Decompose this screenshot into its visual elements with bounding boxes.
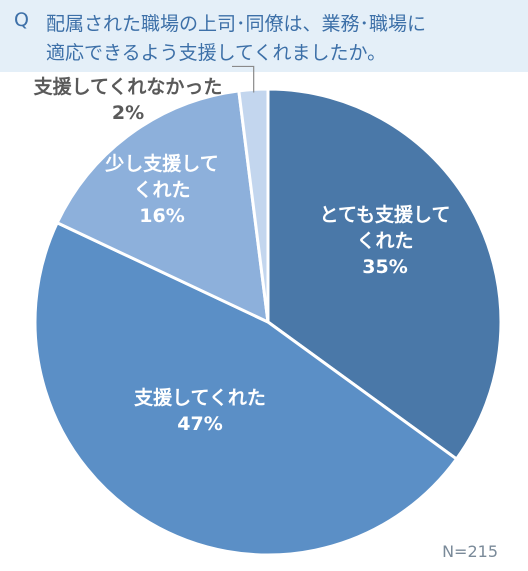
slice-label-line: とても支援して (320, 203, 451, 226)
slice-label-line: 35% (362, 256, 407, 278)
pie-slice-2 (33, 220, 459, 557)
question-text-line-1: 配属された職場の上司･同僚は、業務･職場に (46, 13, 427, 35)
slice-label-3: 少し支援してくれた 16% (104, 152, 218, 227)
slice-label-line: くれた (356, 230, 413, 252)
leader-lines (232, 65, 255, 93)
slice-label-line: 支援してくれた (133, 386, 266, 409)
leader-line (232, 65, 255, 93)
slice-label-4: 支援してくれなかった 2% (33, 75, 223, 124)
slice-label-line: くれた (133, 179, 190, 201)
pie-slices (33, 87, 503, 557)
question-banner: Q 配属された職場の上司･同僚は、業務･職場に 適応できるよう支援してくれました… (0, 0, 528, 72)
pie-slice-3 (55, 89, 270, 325)
slice-label-line: 16% (139, 205, 184, 227)
sample-size-note: N=215 (442, 542, 498, 561)
slice-label-line: 47% (177, 413, 222, 435)
slice-labels: とても支援してくれた 35%支援してくれた 47%少し支援してくれた 16%支援してく… (33, 75, 451, 435)
slice-label-2: 支援してくれた 47% (133, 386, 266, 435)
slice-label-line: 支援してくれなかった (33, 75, 223, 98)
slice-label-1: とても支援してくれた 35% (320, 203, 451, 278)
pie-slice-1 (266, 87, 503, 462)
question-mark: Q (14, 9, 29, 31)
question-text-line-2: 適応できるよう支援してくれましたか。 (46, 42, 387, 64)
slice-label-line: 2% (112, 102, 144, 124)
slice-label-line: 少し支援して (104, 152, 218, 175)
